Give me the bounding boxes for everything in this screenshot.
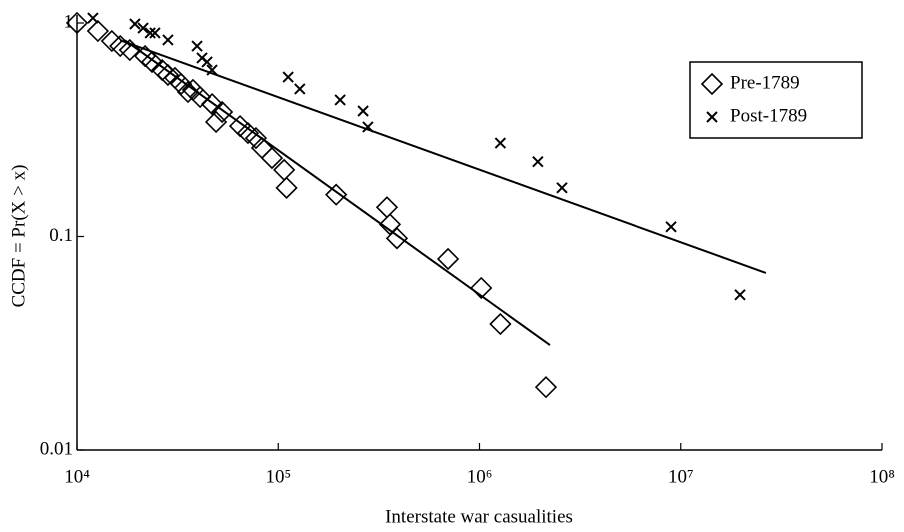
legend-label: Pre-1789 xyxy=(730,72,800,93)
x-point xyxy=(191,40,203,52)
x-point xyxy=(282,71,294,83)
legend-box xyxy=(689,61,863,139)
x-point xyxy=(201,56,213,68)
diamond-point xyxy=(375,196,399,219)
diamond-point xyxy=(176,80,200,104)
x-point xyxy=(734,289,746,301)
x-point xyxy=(665,221,677,233)
x-point xyxy=(129,18,141,30)
diamond-point xyxy=(534,375,558,399)
y-tick-label: 0.01 xyxy=(40,438,73,459)
x-point xyxy=(137,22,149,34)
diamond-point xyxy=(188,85,212,109)
x-point xyxy=(334,94,346,106)
diamond-point xyxy=(86,19,110,43)
x-point xyxy=(144,27,156,39)
x-tick-label: 10⁷ xyxy=(668,466,694,487)
diamond-point xyxy=(118,38,141,62)
diamond-point xyxy=(140,50,164,74)
diamond-point xyxy=(169,72,193,96)
diamond-point xyxy=(244,126,268,150)
diamond-point xyxy=(470,276,493,300)
x-axis-label: Interstate war casualities xyxy=(385,506,573,527)
legend-symbol xyxy=(706,111,718,123)
x-tick-label: 10⁶ xyxy=(467,466,493,487)
diamond-point xyxy=(156,63,180,87)
x-point xyxy=(87,12,99,24)
diamond-point xyxy=(210,100,234,124)
y-axis-label: CCDF = Pr(X > x) xyxy=(8,165,29,308)
x-tick-label: 10⁵ xyxy=(265,466,291,487)
x-point xyxy=(206,64,218,76)
fit-line xyxy=(119,39,767,274)
x-tick-label: 10⁸ xyxy=(869,466,895,487)
diamond-point xyxy=(204,110,228,134)
x-point xyxy=(149,27,161,39)
diamond-point xyxy=(325,183,348,206)
legend-symbol xyxy=(700,72,724,96)
x-point xyxy=(362,121,374,133)
diamond-point xyxy=(275,176,298,199)
diamond-point xyxy=(65,11,89,35)
x-point xyxy=(494,137,507,149)
diamond-point xyxy=(436,247,460,271)
x-point xyxy=(294,83,306,95)
diamond-point xyxy=(228,114,252,138)
diamond-point xyxy=(260,146,284,170)
x-tick-label: 10⁴ xyxy=(64,466,90,487)
x-point xyxy=(162,34,174,46)
legend-label: Post-1789 xyxy=(730,105,807,126)
diamond-point xyxy=(200,92,224,116)
diamond-point xyxy=(385,227,409,250)
x-point xyxy=(357,105,369,117)
diamond-point xyxy=(489,312,512,336)
x-point xyxy=(556,182,568,194)
x-point xyxy=(532,156,544,168)
y-tick-label: 0.1 xyxy=(49,225,73,246)
